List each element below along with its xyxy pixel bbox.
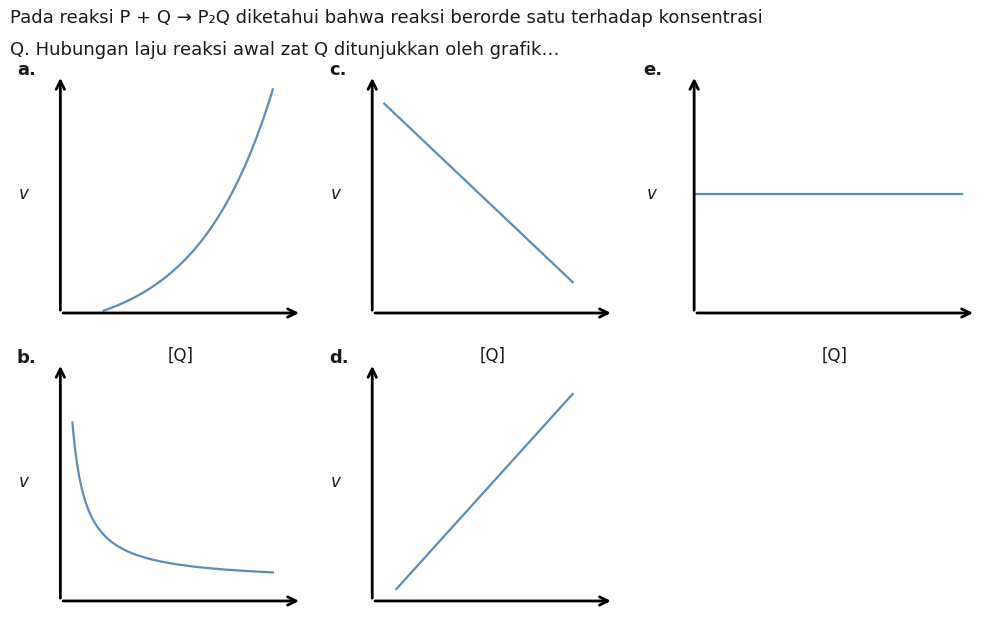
Text: v: v bbox=[647, 185, 657, 203]
Text: v: v bbox=[19, 185, 29, 203]
Text: e.: e. bbox=[644, 61, 663, 79]
Text: d.: d. bbox=[329, 349, 348, 367]
Text: Pada reaksi P + Q → P₂Q diketahui bahwa reaksi berorde satu terhadap konsentrasi: Pada reaksi P + Q → P₂Q diketahui bahwa … bbox=[10, 9, 763, 28]
Text: a.: a. bbox=[17, 61, 36, 79]
Text: v: v bbox=[331, 185, 341, 203]
Text: [Q]: [Q] bbox=[822, 346, 848, 364]
Text: [Q]: [Q] bbox=[480, 346, 506, 364]
Text: c.: c. bbox=[329, 61, 346, 79]
Text: [Q]: [Q] bbox=[168, 346, 194, 364]
Text: b.: b. bbox=[17, 349, 36, 367]
Text: v: v bbox=[331, 473, 341, 491]
Text: Q. Hubungan laju reaksi awal zat Q ditunjukkan oleh grafik…: Q. Hubungan laju reaksi awal zat Q ditun… bbox=[10, 41, 559, 59]
Text: v: v bbox=[19, 473, 29, 491]
